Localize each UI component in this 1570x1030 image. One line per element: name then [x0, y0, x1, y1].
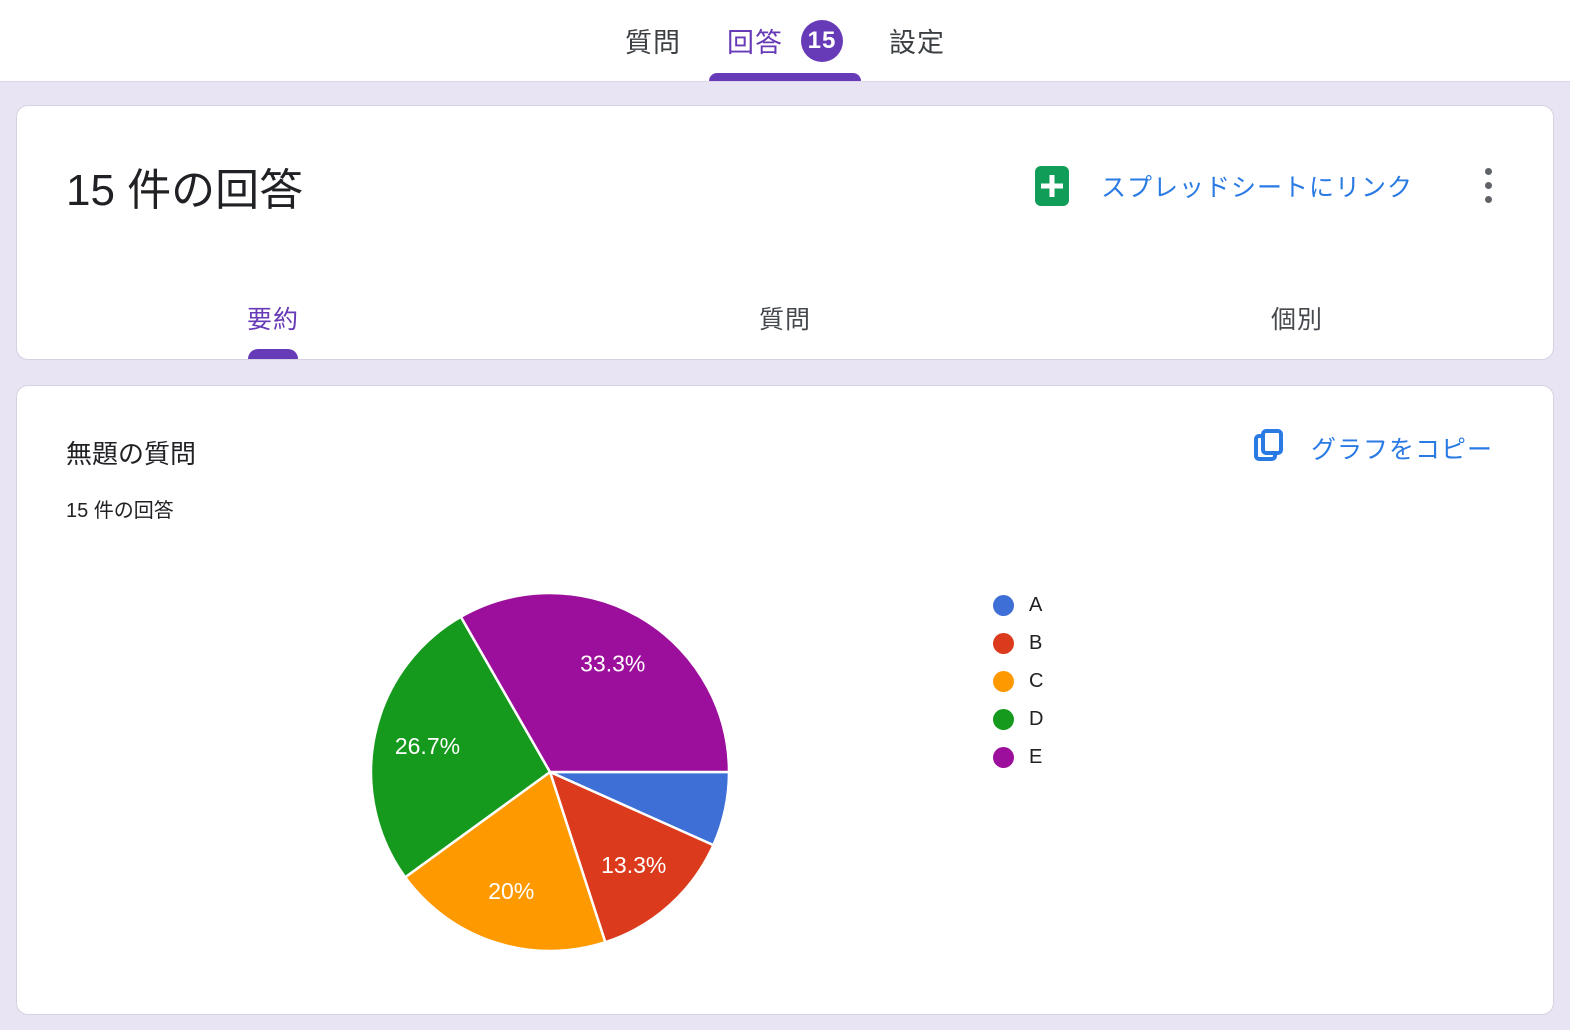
tab-settings[interactable]: 設定 [871, 0, 963, 81]
pie-slice-label: 13.3% [601, 852, 666, 878]
copy-chart-label: グラフをコピー [1310, 435, 1493, 464]
question-response-count: 15 件の回答 [66, 500, 174, 522]
selected-subtab-indicator [248, 349, 298, 359]
legend-label: B [1029, 631, 1043, 654]
legend-label: A [1029, 593, 1043, 616]
legend-label: D [1029, 707, 1044, 730]
question-title: 無題の質問 [66, 439, 197, 469]
responses-summary-card: 15 件の回答 スプレッドシートにリンク 要約 質問 個別 [16, 105, 1554, 360]
pie-slice-B[interactable] [548, 770, 715, 944]
subtab-question-label: 質問 [758, 306, 811, 334]
tab-settings-label: 設定 [889, 28, 945, 58]
legend-item-B: B [993, 624, 1043, 662]
legend-color-dot [993, 746, 1014, 768]
tab-responses[interactable]: 回答 15 [709, 0, 861, 81]
pie-slice-D[interactable] [369, 615, 552, 879]
tab-responses-label: 回答 [727, 28, 783, 58]
legend-item-A: A [993, 586, 1043, 624]
link-to-spreadsheet-link[interactable]: スプレッドシートにリンク [1100, 173, 1413, 202]
pie-slice-label: 26.7% [395, 733, 460, 759]
legend-item-D: D [993, 700, 1043, 738]
legend-color-dot [993, 594, 1014, 616]
pie-chart: 13.3% 20% 26.7% 33.3% [369, 591, 731, 953]
selected-tab-indicator [709, 73, 861, 81]
legend-color-dot [993, 708, 1014, 730]
pie-slice-C[interactable] [403, 770, 607, 953]
question-chart-card: 無題の質問 15 件の回答 グラフをコピー 13.3% 20% 26.7% 33.3%… [16, 385, 1554, 1015]
legend-label: C [1029, 669, 1044, 692]
legend-label: E [1029, 745, 1043, 768]
tab-questions-label: 質問 [625, 28, 681, 58]
top-tab-bar: 質問 回答 15 設定 [0, 0, 1570, 82]
responses-count-badge: 15 [801, 19, 843, 62]
legend-item-C: C [993, 662, 1043, 700]
subtab-question[interactable]: 質問 [529, 277, 1041, 359]
legend-color-dot [993, 632, 1014, 654]
legend-item-E: E [993, 738, 1043, 776]
more-options-icon[interactable] [1479, 164, 1498, 207]
legend-color-dot [993, 670, 1014, 692]
subtab-summary[interactable]: 要約 [17, 277, 529, 359]
copy-chart-button[interactable]: グラフをコピー [1253, 428, 1493, 467]
subtab-individual-label: 個別 [1270, 306, 1323, 334]
summary-subtabs: 要約 質問 個別 [17, 277, 1553, 359]
google-sheets-icon[interactable] [1034, 165, 1069, 206]
sheet-link-group: スプレッドシートにリンク [1034, 164, 1498, 207]
pie-slice-label: 20% [488, 878, 534, 904]
responses-title: 15 件の回答 [66, 166, 304, 215]
subtab-individual[interactable]: 個別 [1041, 277, 1553, 359]
pie-slice-E[interactable] [459, 591, 731, 774]
tab-questions[interactable]: 質問 [607, 0, 699, 81]
copy-icon [1253, 428, 1285, 467]
pie-slice-label: 33.3% [580, 651, 645, 677]
subtab-summary-label: 要約 [246, 306, 299, 334]
